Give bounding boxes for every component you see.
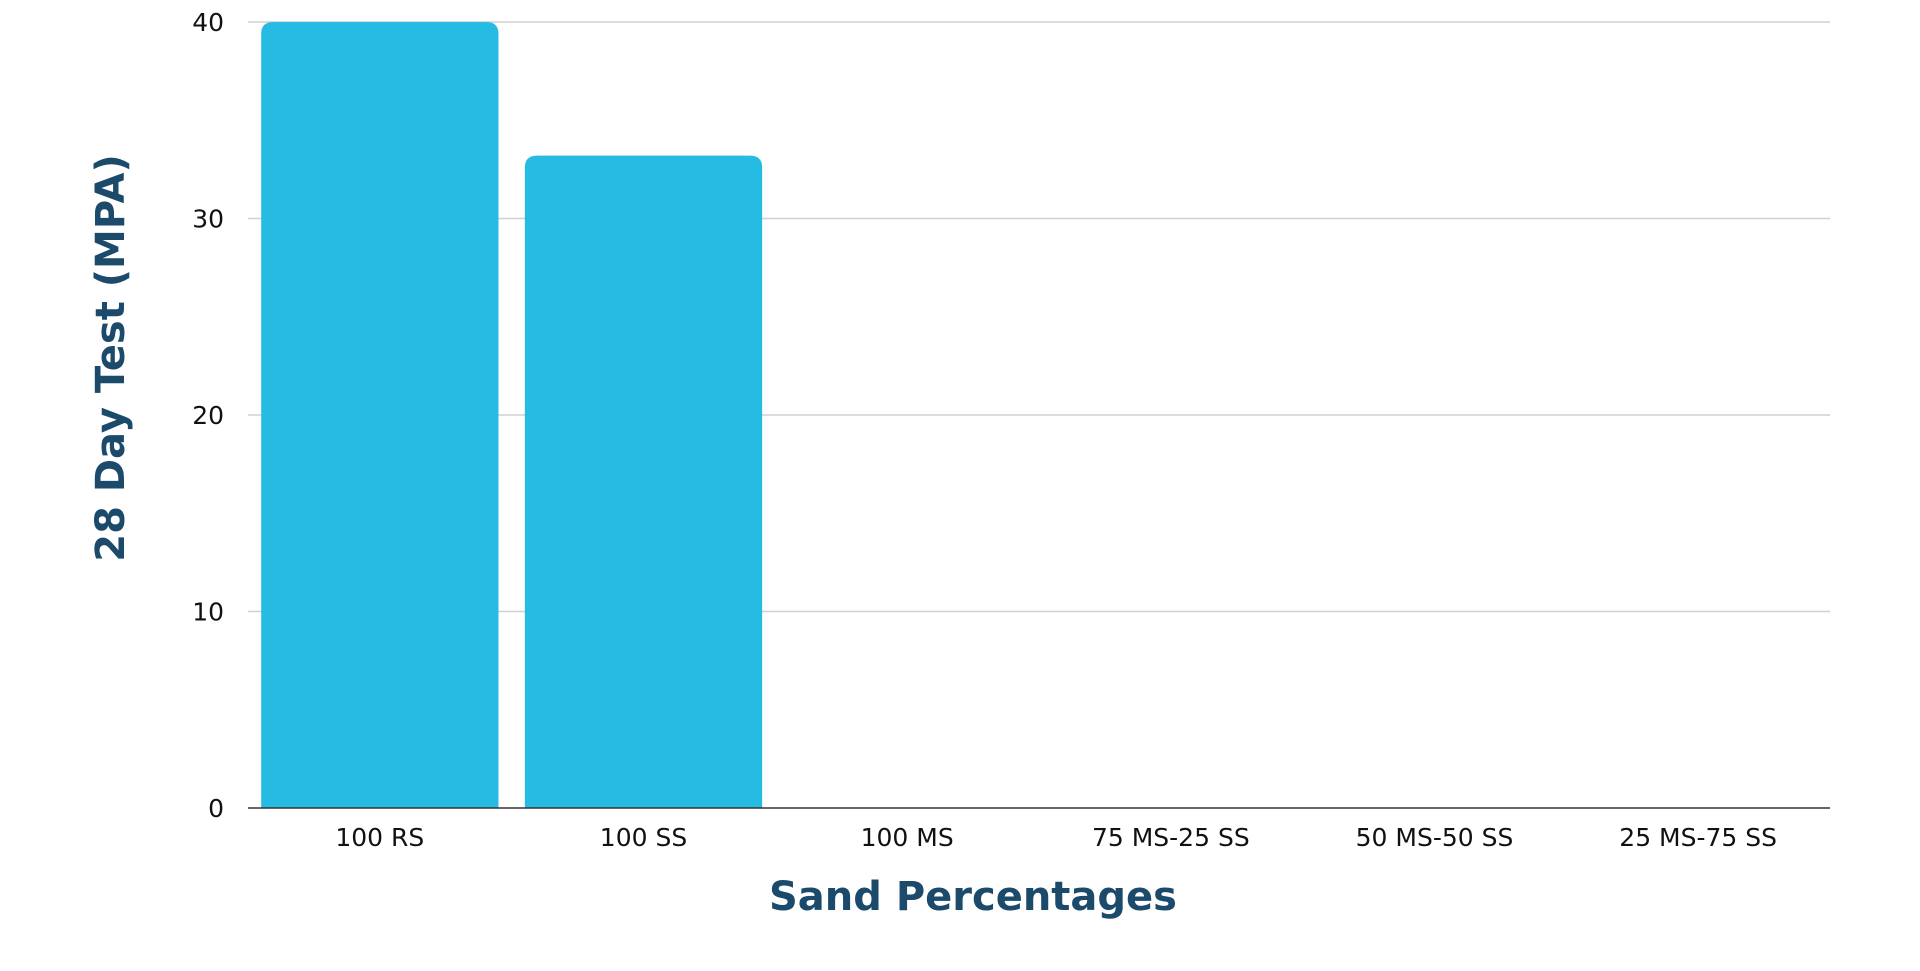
- y-tick-labels: 0 10 20 30 40: [192, 8, 224, 823]
- y-tick-label: 10: [192, 598, 224, 627]
- y-axis-title: 28 Day Test (MPA): [88, 154, 134, 561]
- y-tick-label: 30: [192, 205, 224, 234]
- gridlines: [248, 21, 1830, 613]
- y-tick-label: 0: [208, 794, 224, 823]
- bar-100-rs: [261, 22, 499, 808]
- x-tick-label: 100 RS: [335, 823, 424, 852]
- x-tick-label: 100 MS: [861, 823, 954, 852]
- x-tick-label: 25 MS-75 SS: [1619, 823, 1777, 852]
- x-tick-label: 100 SS: [600, 823, 687, 852]
- bars: [261, 22, 763, 808]
- y-tick-label: 40: [192, 8, 224, 37]
- x-tick-labels: 100 RS 100 SS 100 MS 75 MS-25 SS 50 MS-50 SS…: [335, 823, 1777, 852]
- bar-100-ss: [524, 155, 763, 808]
- y-tick-label: 20: [192, 401, 224, 430]
- x-axis-title: Sand Percentages: [769, 874, 1177, 920]
- x-tick-label: 75 MS-25 SS: [1092, 823, 1250, 852]
- x-tick-label: 50 MS-50 SS: [1356, 823, 1514, 852]
